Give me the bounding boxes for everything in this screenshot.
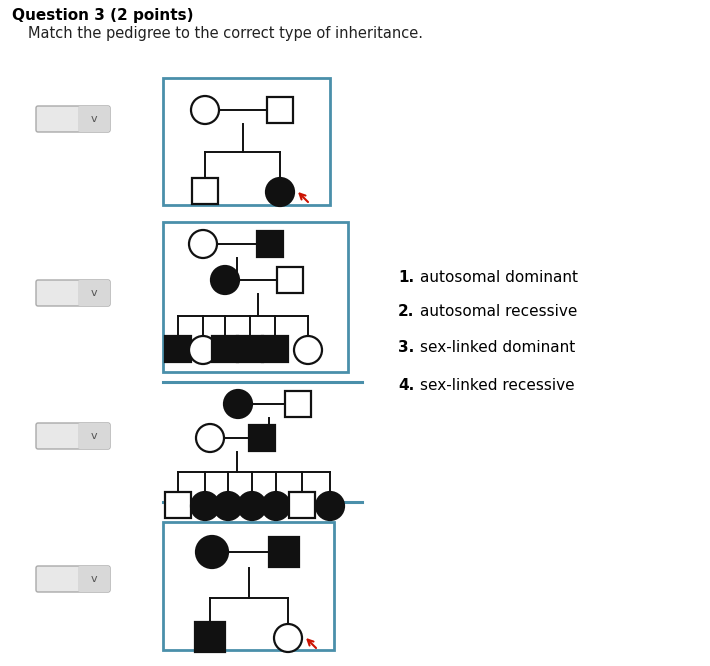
FancyBboxPatch shape [78,280,110,306]
Bar [285,391,311,417]
Circle shape [294,336,322,364]
Text: v: v [91,431,97,441]
Bar [269,537,299,567]
Bar [289,492,315,518]
Bar [163,522,334,650]
Circle shape [196,536,228,568]
Bar [237,336,263,362]
Circle shape [262,492,290,520]
Circle shape [224,390,252,418]
Text: Match the pedigree to the correct type of inheritance.: Match the pedigree to the correct type o… [28,26,423,41]
Text: Question 3 (2 points): Question 3 (2 points) [12,8,194,23]
Text: 4.: 4. [398,378,414,392]
Bar [195,622,225,652]
FancyBboxPatch shape [36,423,110,449]
Circle shape [191,96,219,124]
Text: 3.: 3. [398,340,414,356]
Circle shape [238,492,266,520]
Text: sex-linked recessive: sex-linked recessive [420,378,574,392]
Circle shape [189,230,217,258]
Text: v: v [91,114,97,124]
FancyBboxPatch shape [36,106,110,132]
FancyBboxPatch shape [78,423,110,449]
Circle shape [189,336,217,364]
Bar [163,222,348,372]
Bar [277,267,303,293]
Bar [165,492,191,518]
Circle shape [266,178,294,206]
Text: v: v [91,288,97,298]
FancyBboxPatch shape [78,106,110,132]
Text: 2.: 2. [398,304,415,320]
Bar [212,336,238,362]
Circle shape [214,492,242,520]
Bar [267,97,293,123]
FancyBboxPatch shape [36,280,110,306]
Circle shape [316,492,344,520]
Bar [262,336,288,362]
Bar [249,425,275,451]
Bar [163,78,330,205]
Circle shape [211,266,239,294]
Text: sex-linked dominant: sex-linked dominant [420,340,575,356]
Bar [165,336,191,362]
Text: v: v [91,574,97,584]
Text: autosomal recessive: autosomal recessive [420,304,577,320]
FancyBboxPatch shape [78,566,110,592]
FancyBboxPatch shape [36,566,110,592]
Circle shape [191,492,219,520]
Text: 1.: 1. [398,270,414,286]
Text: autosomal dominant: autosomal dominant [420,270,578,286]
Bar [257,231,283,257]
Circle shape [196,424,224,452]
Circle shape [274,624,302,652]
Bar [192,178,218,204]
